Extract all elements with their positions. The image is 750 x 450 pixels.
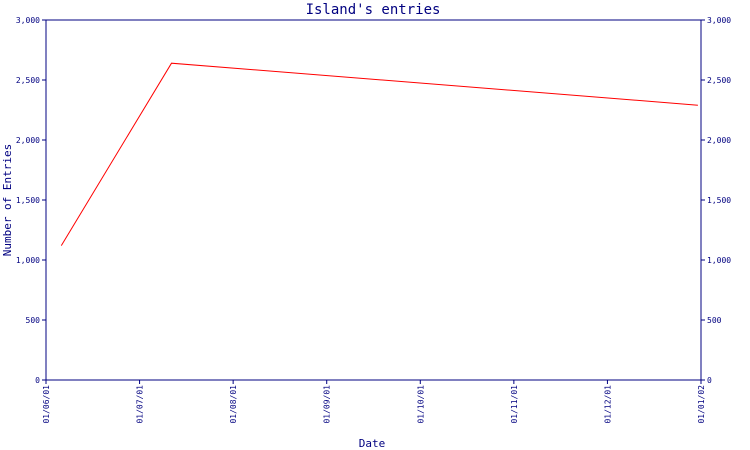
y-tick-label-right: 2,000 (707, 136, 731, 145)
y-tick-label-right: 500 (707, 316, 722, 325)
x-tick-label: 01/12/01 (603, 385, 612, 424)
y-tick-label-left: 0 (35, 376, 40, 385)
y-tick-label-right: 1,000 (707, 256, 731, 265)
y-axis-label: Number of Entries (1, 144, 14, 257)
y-tick-label-left: 3,000 (16, 16, 40, 25)
y-tick-label-left: 1,500 (16, 196, 40, 205)
chart-title: Island's entries (306, 2, 441, 18)
y-tick-label-left: 500 (26, 316, 41, 325)
x-tick-label: 01/08/01 (229, 385, 238, 424)
x-tick-label: 01/09/01 (323, 385, 332, 424)
x-tick-label: 01/10/01 (416, 385, 425, 424)
y-tick-label-right: 0 (707, 376, 712, 385)
x-tick-label: 01/07/01 (136, 385, 145, 424)
y-tick-label-left: 2,000 (16, 136, 40, 145)
x-tick-label: 01/01/02 (697, 385, 706, 424)
y-tick-label-right: 3,000 (707, 16, 731, 25)
y-tick-label-left: 2,500 (16, 76, 40, 85)
x-axis-label: Date (359, 437, 386, 450)
plot-frame (45, 19, 702, 381)
chart-marks: 0 0 500 500 1,000 1,000 1,500 1,500 2,000 2,000 2,… (16, 16, 731, 424)
y-tick-label-left: 1,000 (16, 256, 40, 265)
y-tick-label-right: 1,500 (707, 196, 731, 205)
x-tick-label: 01/11/01 (510, 385, 519, 424)
y-tick-label-right: 2,500 (707, 76, 731, 85)
series-line (60, 62, 698, 246)
x-tick-label: 01/06/01 (42, 385, 51, 424)
